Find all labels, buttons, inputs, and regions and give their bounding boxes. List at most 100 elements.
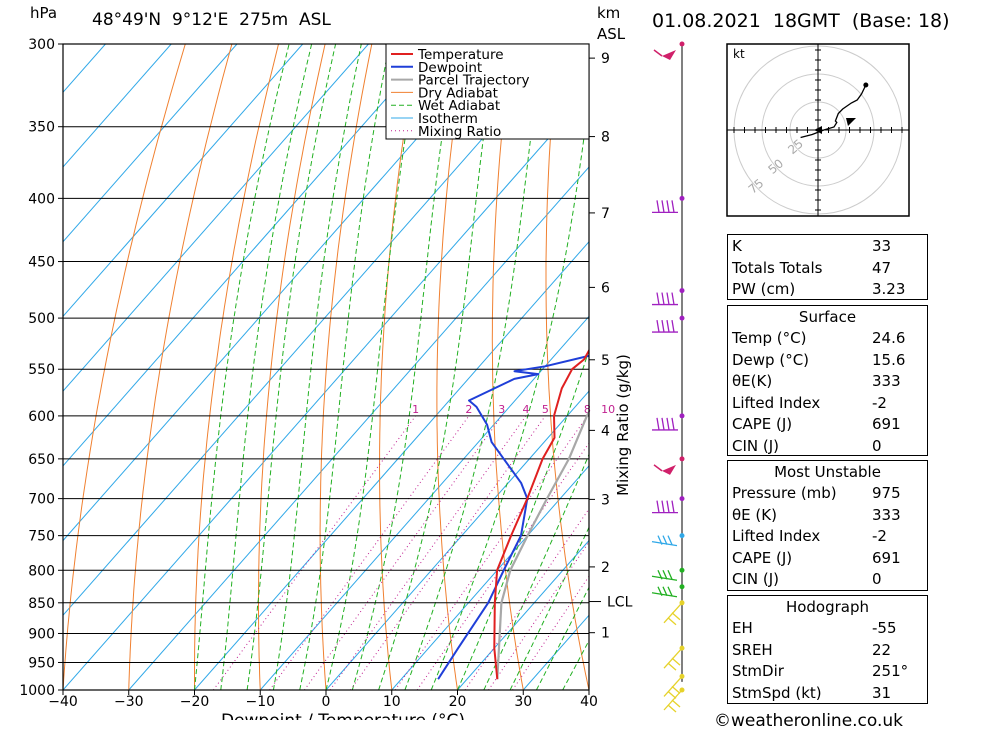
mixing-ratio-label: 1 — [412, 403, 419, 416]
table-row: K 33 — [728, 236, 927, 257]
wind-barb — [653, 464, 676, 475]
table-section-title: Most Unstable — [774, 463, 881, 481]
hodograph-table: Hodograph EH -55 SREH 22 StmDir 251° StmSpd (kt… — [727, 595, 928, 704]
mixing-ratio-line — [394, 415, 588, 690]
pressure-tick-label: 1000 — [19, 683, 55, 699]
dry-adiabat-line — [491, 44, 524, 690]
wet-adiabat-line — [378, 44, 497, 690]
row-value: 0 — [872, 436, 882, 455]
row-key: Pressure (mb) — [732, 484, 837, 502]
hodograph-endpoint — [863, 82, 869, 88]
wet-adiabat-line — [351, 44, 457, 690]
temperature-line — [493, 348, 589, 680]
table-row: PW (cm) 3.23 — [728, 279, 927, 300]
table-row: CAPE (J) 691 — [728, 548, 927, 569]
table-row: θE(K) 333 — [728, 371, 927, 392]
pressure-tick-label: 400 — [28, 191, 55, 207]
wind-barb — [653, 49, 676, 60]
wind-barb — [663, 675, 683, 699]
pressure-tick-label: 800 — [28, 563, 55, 579]
row-key: StmDir — [732, 662, 784, 680]
km-tick-label: 5 — [601, 353, 610, 369]
pressure-tick-label: 950 — [28, 655, 55, 671]
datetime-title: 01.08.2021 18GMT (Base: 18) — [652, 10, 950, 32]
row-value: 975 — [872, 484, 901, 502]
wet-adiabat-line — [483, 453, 589, 690]
wind-barb — [651, 586, 678, 598]
wind-barb — [652, 200, 678, 214]
wet-adiabat-line — [194, 44, 290, 690]
row-key: Lifted Index — [732, 393, 821, 412]
wet-adiabat-line — [299, 44, 390, 690]
row-value: -2 — [872, 527, 887, 545]
most-unstable-table: Most Unstable Pressure (mb) 975 θE (K) 333 Li… — [727, 460, 928, 591]
km-tick-label: 3 — [601, 492, 610, 508]
mixing-ratio-axis-label: Mixing Ratio (g/kg) — [614, 354, 632, 496]
legend-entry: Dry Adiabat — [418, 85, 498, 101]
row-value: 0 — [872, 570, 882, 588]
table-row: θE (K) 333 — [728, 505, 927, 526]
isotherm-line — [391, 465, 589, 690]
mixing-ratio-line — [269, 415, 470, 690]
row-key: EH — [732, 619, 753, 637]
km-tick-label: 6 — [601, 280, 610, 296]
wind-level-dot — [679, 533, 685, 539]
isotherm-line — [63, 91, 589, 690]
pressure-tick-label: 700 — [28, 492, 55, 508]
x-tick-label: −10 — [245, 694, 275, 710]
km-tick-label: 4 — [601, 423, 610, 439]
hodograph-origin-marker — [814, 126, 822, 134]
legend-entry: Temperature — [417, 47, 504, 63]
pressure-tick-label: 500 — [28, 311, 55, 327]
isotherm-line — [457, 539, 589, 690]
row-value: 22 — [872, 640, 892, 659]
wind-barb — [651, 535, 678, 547]
wet-adiabat-line — [509, 526, 589, 690]
wind-level-dot — [679, 195, 685, 201]
x-axis-label: Dewpoint / Temperature (°C) — [221, 711, 465, 720]
table-section-title: Surface — [798, 308, 857, 326]
row-key: Totals Totals — [732, 258, 823, 277]
wind-level-dot — [679, 584, 685, 590]
km-tick-label: 8 — [601, 130, 610, 146]
km-tick-label: 9 — [601, 51, 610, 67]
row-key: CIN (J) — [732, 570, 780, 588]
pressure-tick-label: 900 — [28, 626, 55, 642]
x-tick-label: 40 — [580, 694, 598, 710]
isotherm-line — [63, 44, 435, 467]
wet-adiabat-line — [404, 44, 543, 690]
hodograph-trace — [800, 84, 867, 139]
isotherm-line — [63, 44, 304, 318]
table-row: Lifted Index -2 — [728, 526, 927, 547]
parcel-trajectory-line — [496, 409, 589, 680]
table-row: CIN (J) 0 — [728, 569, 927, 590]
mixing-ratio-label: 3 — [498, 403, 505, 416]
wet-adiabat-line — [457, 348, 589, 690]
row-value: 333 — [872, 505, 901, 524]
x-tick-label: −20 — [180, 694, 210, 710]
row-key: θE(K) — [732, 372, 773, 390]
row-key: PW (cm) — [732, 280, 796, 298]
x-tick-label: −40 — [48, 694, 78, 710]
table-row: CIN (J) 0 — [728, 436, 927, 457]
wet-adiabat-line — [325, 44, 422, 690]
x-tick-label: −30 — [114, 694, 144, 710]
dry-adiabat-line — [63, 44, 186, 690]
row-key: CIN (J) — [732, 436, 780, 455]
row-value: -2 — [872, 393, 887, 412]
skew-t-diagram: 12345810162025 3003504004505005506006507… — [19, 37, 632, 720]
mixing-ratio-label: 2 — [465, 403, 472, 416]
row-value: 33 — [872, 237, 892, 255]
pressure-tick-label: 650 — [28, 452, 55, 468]
legend-entry: Wet Adiabat — [418, 98, 500, 114]
row-key: SREH — [732, 640, 773, 659]
pressure-tick-label: 300 — [28, 37, 55, 53]
row-value: -55 — [872, 619, 897, 637]
legend-entry: Mixing Ratio — [418, 124, 501, 140]
dry-adiabat-line — [545, 44, 589, 690]
wind-barb — [652, 319, 678, 333]
wind-barb — [663, 647, 683, 671]
row-value: 31 — [872, 683, 892, 702]
mixing-ratio-label: 4 — [523, 403, 530, 416]
